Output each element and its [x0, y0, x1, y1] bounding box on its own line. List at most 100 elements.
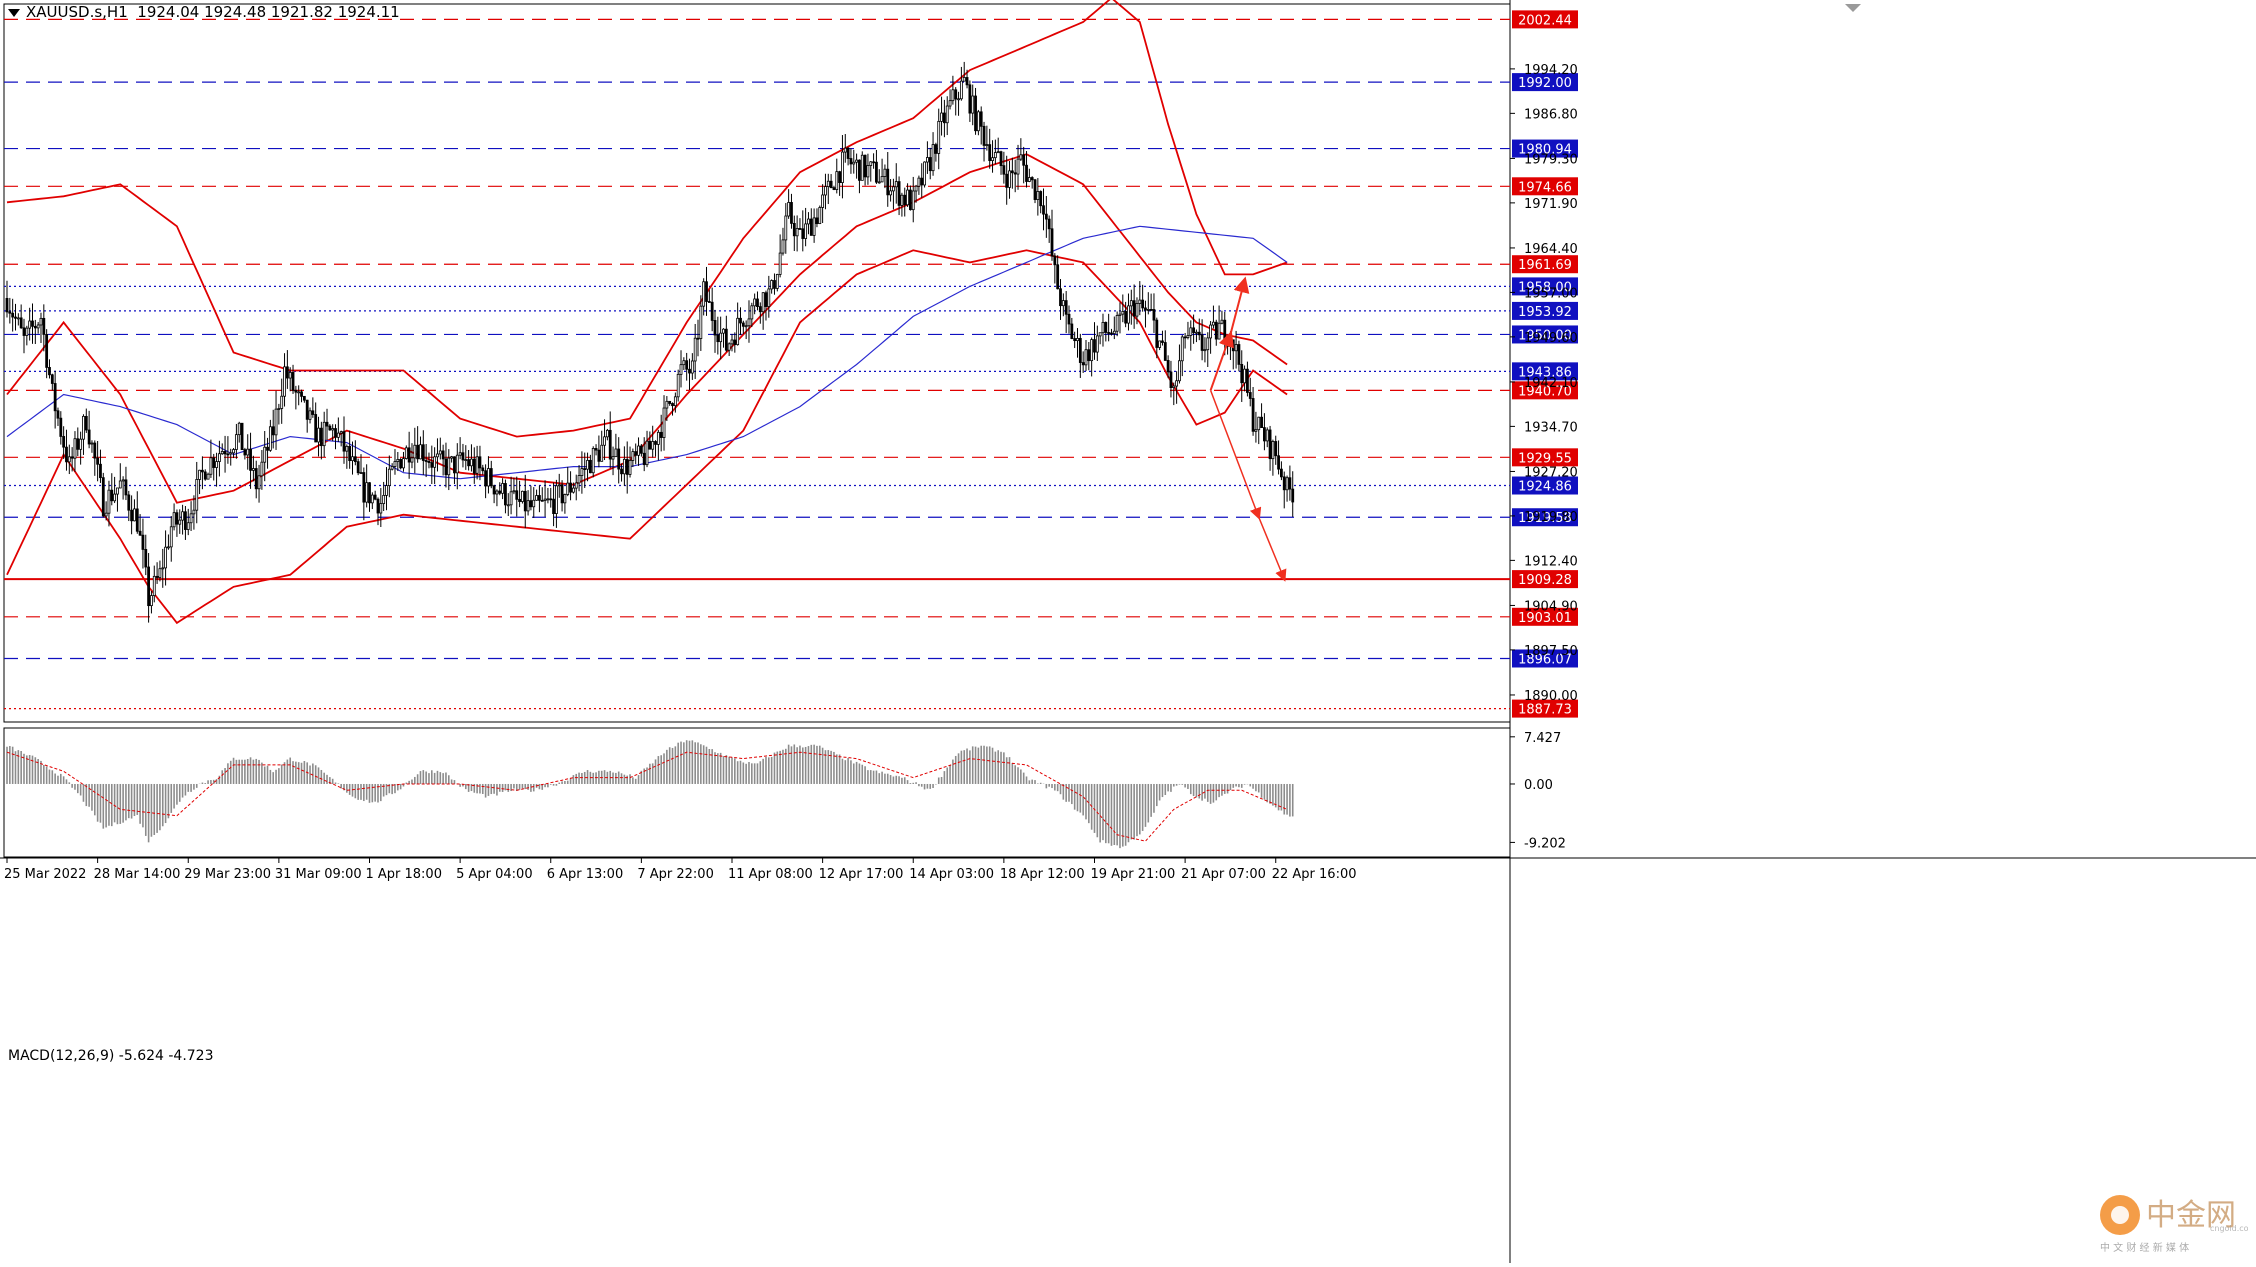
candle-body — [1050, 228, 1054, 257]
candle-body — [699, 305, 703, 339]
candle-body — [1212, 321, 1215, 326]
candle-body — [475, 456, 479, 474]
candle-body — [1047, 218, 1051, 230]
time-tick-label: 11 Apr 08:00 — [728, 867, 813, 882]
candle-body — [974, 95, 977, 132]
candle-body — [192, 509, 196, 515]
candle-body — [1095, 335, 1099, 353]
candle-body — [42, 317, 46, 335]
candle-body — [549, 498, 553, 501]
candle-body — [863, 154, 867, 178]
candle-body — [1229, 339, 1232, 347]
candle-body — [673, 396, 677, 407]
candle-body — [543, 498, 547, 501]
candle-body — [1217, 322, 1221, 340]
candle-body — [959, 80, 963, 100]
candle-body — [336, 432, 340, 438]
candle-body — [696, 337, 700, 340]
candle-body — [690, 360, 694, 374]
candle-body — [1144, 307, 1147, 311]
candle-body — [608, 429, 612, 460]
candle-body — [841, 151, 844, 183]
arrow-up-2 — [1229, 276, 1250, 335]
candle-body — [39, 317, 43, 326]
collapse-triangle-icon[interactable] — [8, 8, 20, 17]
candle-body — [572, 487, 575, 493]
candle-body — [189, 513, 193, 524]
candle-body — [351, 456, 354, 462]
candle-body — [790, 202, 793, 224]
candle-body — [356, 461, 360, 474]
candle-body — [311, 410, 315, 415]
candle-body — [951, 89, 955, 102]
candle-body — [787, 202, 791, 217]
candle-body — [934, 144, 938, 154]
candle-body — [1070, 323, 1074, 339]
candle-body — [1030, 177, 1034, 181]
candle-body — [682, 360, 686, 366]
candle-body — [795, 228, 799, 237]
candle-body — [342, 431, 346, 452]
candle-body — [1186, 335, 1190, 338]
candle-body — [16, 317, 20, 320]
candle-body — [328, 425, 332, 431]
candle-body — [1240, 363, 1244, 384]
candle-body — [838, 171, 842, 183]
candle-body — [144, 549, 148, 568]
candle-body — [450, 456, 454, 459]
candle-body — [87, 429, 91, 445]
candle-body — [535, 495, 538, 501]
candle-body — [19, 317, 23, 329]
candle-body — [455, 454, 459, 474]
candle-body — [1064, 300, 1068, 315]
candle-body — [413, 444, 417, 459]
time-tick-label: 28 Mar 14:00 — [94, 867, 181, 882]
candle-body — [656, 431, 660, 445]
candle-body — [277, 408, 281, 410]
candle-body — [1033, 179, 1037, 200]
candle-body — [611, 456, 615, 460]
candle-body — [993, 152, 997, 159]
candle-body — [36, 324, 40, 329]
candle-body — [226, 453, 230, 456]
price-tag-label: 1992.00 — [1518, 76, 1572, 91]
candle-body — [1172, 385, 1176, 388]
time-tick-label: 12 Apr 17:00 — [819, 867, 904, 882]
candle-body — [1016, 158, 1020, 175]
candle-body — [501, 483, 505, 494]
candle-body — [498, 490, 502, 494]
candle-body — [1005, 173, 1009, 188]
candle-body — [438, 450, 442, 455]
time-tick-label: 21 Apr 07:00 — [1181, 867, 1266, 882]
price-tag — [1512, 476, 1578, 495]
candle-body — [31, 320, 34, 327]
candle-body — [1189, 327, 1193, 336]
candle-body — [971, 95, 975, 114]
price-tag — [1512, 448, 1578, 467]
candle-body — [373, 494, 377, 500]
candle-body — [580, 468, 584, 476]
candle-body — [430, 462, 434, 468]
candle-body — [988, 144, 992, 161]
candle-body — [835, 171, 839, 190]
candle-body — [538, 495, 541, 501]
price-tag — [1512, 381, 1578, 400]
candle-body — [178, 519, 182, 525]
candle-body — [753, 298, 757, 307]
candle-body — [1022, 154, 1026, 166]
candle-body — [416, 444, 420, 460]
candle-body — [821, 194, 825, 208]
candle-body — [662, 407, 666, 438]
candle-body — [826, 180, 830, 188]
time-tick-label: 22 Apr 16:00 — [1272, 867, 1357, 882]
candle-body — [719, 332, 723, 343]
candle-body — [1163, 342, 1167, 361]
price-tick-label: 1979.30 — [1524, 152, 1578, 167]
candle-body — [116, 487, 119, 495]
candle-body — [625, 458, 629, 475]
price-tag-label: 2002.44 — [1518, 13, 1572, 28]
candle-body — [229, 452, 233, 455]
